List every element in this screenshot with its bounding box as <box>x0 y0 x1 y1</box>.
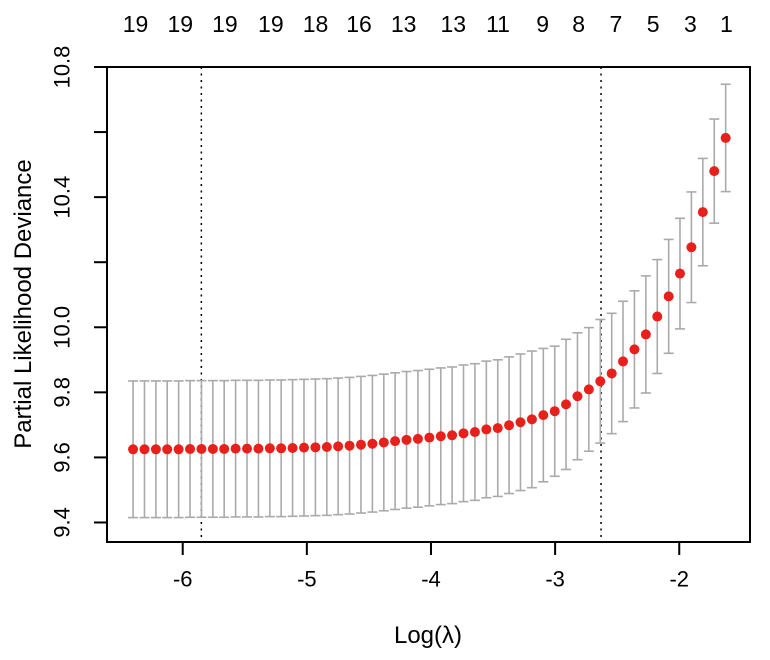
data-point <box>652 311 663 322</box>
top-axis-label: 5 <box>647 11 660 37</box>
data-point <box>458 428 469 439</box>
data-point <box>264 443 275 454</box>
top-axis-label: 19 <box>123 11 149 37</box>
top-axis-label: 16 <box>346 11 372 37</box>
data-point <box>253 443 264 454</box>
top-axis-label: 13 <box>441 11 467 37</box>
data-point <box>549 406 560 417</box>
data-point <box>344 440 355 451</box>
data-point <box>526 414 537 425</box>
y-tick-label: 10.8 <box>50 46 75 89</box>
top-axis-label: 19 <box>212 11 238 37</box>
data-point <box>504 420 515 431</box>
data-point <box>162 444 173 455</box>
data-point <box>310 442 321 453</box>
data-point <box>447 430 458 441</box>
data-point <box>321 442 332 452</box>
data-point <box>219 443 230 454</box>
top-axis-label: 1 <box>720 11 733 37</box>
data-point <box>242 443 253 454</box>
x-axis-title: Log(λ) <box>393 622 463 649</box>
data-point <box>367 438 378 449</box>
data-point <box>629 344 640 355</box>
plot-box <box>106 66 751 543</box>
top-axis-label: 19 <box>167 11 193 37</box>
data-point <box>424 432 435 443</box>
data-point <box>469 427 480 438</box>
data-point <box>572 391 583 402</box>
y-tick-label: 10.4 <box>50 176 75 219</box>
data-point <box>538 410 549 421</box>
data-point <box>515 417 526 428</box>
data-point <box>185 443 196 454</box>
data-point <box>333 441 344 452</box>
top-axis-label: 19 <box>258 11 284 37</box>
data-point <box>720 132 731 143</box>
y-tick-label: 10.0 <box>50 306 75 349</box>
data-point <box>481 424 492 435</box>
data-point <box>686 242 697 253</box>
data-point <box>207 443 218 454</box>
top-axis-label: 18 <box>303 11 329 37</box>
data-point <box>618 356 629 367</box>
top-axis-label: 7 <box>610 11 623 37</box>
data-point <box>196 443 207 454</box>
x-tick-label: -4 <box>421 567 441 592</box>
data-point <box>412 433 423 444</box>
y-axis-title: Partial Likelihood Deviance <box>10 159 37 449</box>
x-tick-label: -5 <box>297 567 317 592</box>
x-tick-label: -3 <box>545 567 565 592</box>
data-point <box>378 437 389 448</box>
top-axis-label: 3 <box>684 11 697 37</box>
data-point <box>276 443 287 454</box>
data-point <box>298 442 309 453</box>
data-point <box>697 207 708 218</box>
top-axis-label: 9 <box>536 11 549 37</box>
data-point <box>663 291 674 302</box>
y-tick-label: 9.8 <box>50 377 75 408</box>
data-point <box>401 434 412 445</box>
data-point <box>139 444 150 455</box>
data-point <box>173 444 184 455</box>
x-tick-label: -2 <box>669 567 689 592</box>
top-axis-label: 11 <box>486 11 510 37</box>
top-axis-label: 13 <box>391 11 417 37</box>
top-axis-label: 8 <box>572 11 585 37</box>
data-point <box>435 431 446 442</box>
data-point <box>230 443 241 454</box>
data-point <box>390 436 401 447</box>
data-point <box>150 444 161 455</box>
data-point <box>561 399 572 410</box>
y-tick-label: 9.4 <box>50 507 75 538</box>
data-point <box>709 166 720 177</box>
data-point <box>674 268 685 279</box>
data-point <box>492 423 503 434</box>
y-tick-label: 9.6 <box>50 442 75 473</box>
data-point <box>355 439 366 450</box>
data-point <box>287 442 298 453</box>
data-point <box>128 444 139 455</box>
data-point <box>640 329 651 340</box>
data-point <box>595 376 606 387</box>
data-point <box>583 384 594 395</box>
data-point <box>606 368 617 379</box>
x-tick-label: -6 <box>173 567 193 592</box>
